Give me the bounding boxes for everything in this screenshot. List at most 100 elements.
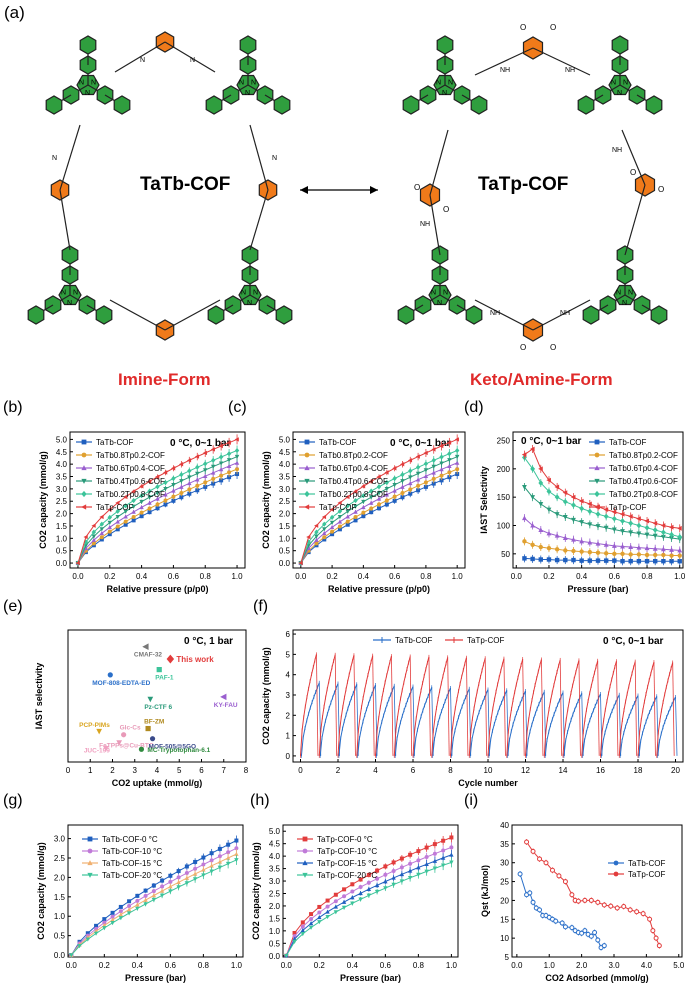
series-TaTb0.6Tp0.4-COF xyxy=(522,514,683,555)
right-node-tl-phenyl-ring xyxy=(436,35,454,55)
data-point xyxy=(171,494,176,499)
x-tick-label: 0.6 xyxy=(609,572,621,581)
imine-bond xyxy=(109,299,166,331)
y-tick-label: 1.0 xyxy=(269,927,281,936)
data-point xyxy=(302,860,308,866)
data-point xyxy=(562,515,568,520)
data-point xyxy=(620,529,625,534)
data-point xyxy=(195,488,200,493)
y-tick-label: 3.0 xyxy=(279,485,291,494)
data-point xyxy=(554,494,560,501)
y-tick-label: 4.5 xyxy=(56,448,68,457)
cycle-adsorption-line xyxy=(319,683,339,756)
data-point xyxy=(400,479,405,484)
panel-label-f: (f) xyxy=(253,598,268,615)
cycle-adsorption-line xyxy=(469,689,489,756)
data-point xyxy=(341,899,347,904)
triazine-n-label: N xyxy=(85,90,90,97)
y-tick-label: 15 xyxy=(500,915,509,924)
data-point xyxy=(300,928,306,933)
keto-o-label: O xyxy=(414,183,420,192)
x-axis-label: Relative pressure (p/p0) xyxy=(106,584,208,594)
data-point xyxy=(603,513,609,520)
data-point xyxy=(337,527,342,532)
series-TaTb0.8Tp0.2-COF xyxy=(298,464,460,566)
data-point xyxy=(415,471,421,476)
data-point xyxy=(449,845,454,850)
data-point xyxy=(366,893,372,898)
y-tick-label: 20 xyxy=(500,896,509,905)
data-point xyxy=(85,937,91,942)
data-point xyxy=(614,905,620,911)
data-point xyxy=(377,506,381,511)
amine-nh-label: NH xyxy=(420,221,430,228)
data-point xyxy=(123,519,128,524)
data-point xyxy=(361,510,366,515)
data-point xyxy=(530,848,536,854)
data-point xyxy=(524,839,530,845)
data-point xyxy=(118,904,123,909)
data-point xyxy=(644,545,650,551)
plot-frame xyxy=(67,629,247,763)
data-point xyxy=(530,899,536,905)
data-point xyxy=(163,502,168,507)
arrow-head-left xyxy=(300,186,308,194)
condition-annotation: 0 °C, 0~1 bar xyxy=(521,436,582,447)
cycle-desorption-line xyxy=(578,660,581,756)
data-point xyxy=(201,867,206,872)
data-point xyxy=(127,903,132,908)
data-point xyxy=(168,889,173,894)
data-point xyxy=(110,910,115,915)
data-point xyxy=(554,547,560,552)
amine-bond xyxy=(474,47,534,76)
x-axis-label: Pressure (bar) xyxy=(567,584,628,594)
data-point xyxy=(329,507,334,512)
series-TaTb-COF-15 °C xyxy=(69,849,239,957)
legend-label: TaTp-COF xyxy=(628,870,665,879)
left-node-bl-phenyl-ring xyxy=(95,305,113,325)
data-point xyxy=(361,499,366,505)
right-node-tr-phenyl-ring xyxy=(611,35,629,55)
cycle-adsorption-line xyxy=(582,693,601,756)
series-TaTb-COF-0 °C xyxy=(69,835,239,958)
triazine-n-label: N xyxy=(436,80,441,87)
data-point xyxy=(521,452,527,458)
data-point xyxy=(116,740,123,746)
data-point xyxy=(424,855,429,860)
data-point xyxy=(298,560,303,566)
data-point xyxy=(226,463,232,468)
data-point xyxy=(304,478,310,484)
data-point xyxy=(603,507,609,513)
data-point xyxy=(620,518,625,524)
data-point xyxy=(195,483,200,488)
right-node-br-phenyl-ring xyxy=(582,305,600,325)
data-point xyxy=(595,899,601,905)
data-point xyxy=(595,550,601,555)
data-point xyxy=(163,470,168,475)
data-point xyxy=(587,539,593,545)
data-point xyxy=(77,944,82,949)
data-point xyxy=(546,477,551,483)
cycle-desorption-line xyxy=(466,657,469,756)
left-node-tr-phenyl-ring xyxy=(205,95,223,115)
data-point xyxy=(341,905,347,910)
data-point xyxy=(546,507,552,513)
cycle-desorption-line xyxy=(316,654,319,756)
data-point xyxy=(416,488,421,493)
data-point xyxy=(579,498,584,504)
data-point xyxy=(423,461,429,467)
cycle-desorption-line xyxy=(675,697,678,756)
data-point xyxy=(91,523,96,528)
data-point xyxy=(636,531,642,537)
y-tick-label: 1 xyxy=(286,732,291,741)
data-point xyxy=(155,506,160,511)
data-point xyxy=(383,872,388,877)
data-point xyxy=(337,514,343,520)
series-line xyxy=(526,841,660,946)
legend-label: TaTp-COF-10 °C xyxy=(317,847,377,856)
data-point xyxy=(644,552,650,558)
data-point xyxy=(408,487,413,492)
cycle-desorption-line xyxy=(409,656,413,756)
data-point xyxy=(677,547,683,553)
scatter-point-FeTPPs@Cu-BTC: FeTPPs@Cu-BTC xyxy=(99,740,154,750)
